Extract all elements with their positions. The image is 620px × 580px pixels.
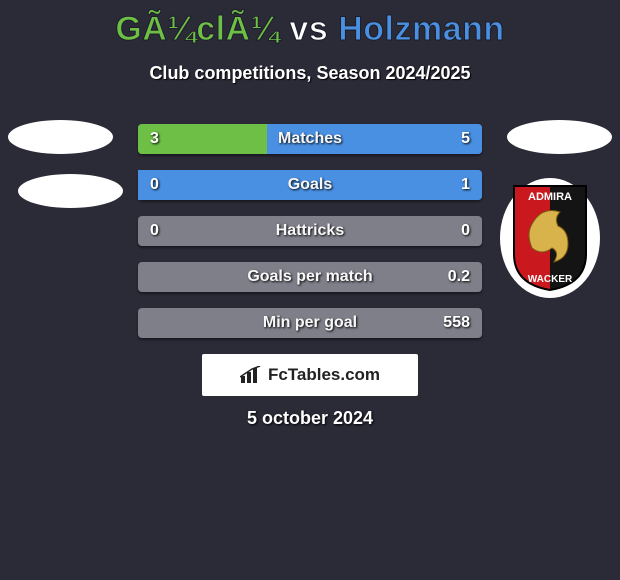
brand-chart-icon: [240, 366, 262, 384]
stat-row: 3Matches5: [138, 124, 482, 154]
stat-row: 0Hattricks0: [138, 216, 482, 246]
date-label: 5 october 2024: [0, 408, 620, 429]
stat-value-right: 0: [461, 216, 470, 246]
brand-box: FcTables.com: [202, 354, 418, 396]
player2-name: Holzmann: [338, 10, 504, 48]
subtitle: Club competitions, Season 2024/2025: [0, 63, 620, 84]
stat-value-right: 558: [443, 308, 470, 338]
comparison-title: GÃ¼clÃ¼ vs Holzmann: [0, 0, 620, 49]
stat-label: Min per goal: [138, 308, 482, 338]
badge-top-text: ADMIRA: [528, 191, 572, 203]
left-logo-ellipse-1: [8, 120, 113, 154]
stat-row: 0Goals1: [138, 170, 482, 200]
club-badge: ADMIRA WACKER: [500, 178, 600, 298]
stat-value-right: 1: [461, 170, 470, 200]
player1-name: GÃ¼clÃ¼: [115, 10, 279, 48]
right-logo-ellipse: [507, 120, 612, 154]
vs-label: vs: [289, 10, 328, 48]
stat-label: Hattricks: [138, 216, 482, 246]
stat-label: Goals: [138, 170, 482, 200]
stat-label: Matches: [138, 124, 482, 154]
badge-shield-icon: ADMIRA WACKER: [512, 184, 588, 292]
stat-value-right: 0.2: [448, 262, 470, 292]
stat-row: Min per goal558: [138, 308, 482, 338]
badge-bottom-text: WACKER: [528, 274, 573, 285]
brand-label: FcTables.com: [268, 365, 380, 385]
stat-value-right: 5: [461, 124, 470, 154]
stat-row: Goals per match0.2: [138, 262, 482, 292]
left-logo-ellipse-2: [18, 174, 123, 208]
stat-rows: 3Matches50Goals10Hattricks0Goals per mat…: [138, 124, 482, 354]
stat-label: Goals per match: [138, 262, 482, 292]
